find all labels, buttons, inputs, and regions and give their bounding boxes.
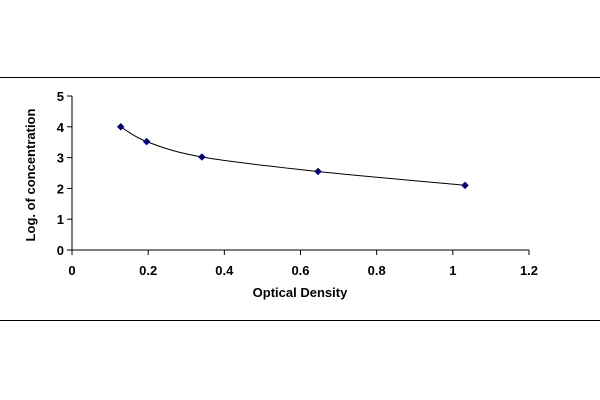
ticks: 0 0.2 0.4 0.6 0.8 1 1.2 0 1 2 3 4 5 [57, 89, 538, 278]
y-tick-label: 1 [57, 212, 64, 227]
y-tick-label: 3 [57, 151, 64, 166]
x-tick-label: 1.2 [520, 263, 538, 278]
x-tick-label: 1 [449, 263, 456, 278]
x-tick-label: 0 [68, 263, 75, 278]
y-tick-label: 2 [57, 181, 64, 196]
y-tick-label: 4 [57, 120, 65, 135]
chart-frame [0, 77, 600, 321]
series-line [120, 126, 466, 186]
data-point [142, 137, 151, 146]
x-axis-label: Optical Density [253, 285, 348, 300]
data-point [461, 181, 469, 190]
y-tick-label: 5 [57, 89, 64, 104]
axes [71, 96, 529, 251]
data-point [116, 122, 125, 131]
y-axis-label: Log. of concentration [23, 109, 38, 242]
x-tick-label: 0.4 [215, 263, 234, 278]
x-tick-label: 0.8 [368, 263, 386, 278]
data-point [314, 167, 322, 176]
y-tick-label: 0 [57, 243, 64, 258]
x-tick-label: 0.2 [139, 263, 157, 278]
x-tick-label: 0.6 [291, 263, 309, 278]
plot-area [116, 122, 469, 190]
data-point [198, 153, 206, 161]
